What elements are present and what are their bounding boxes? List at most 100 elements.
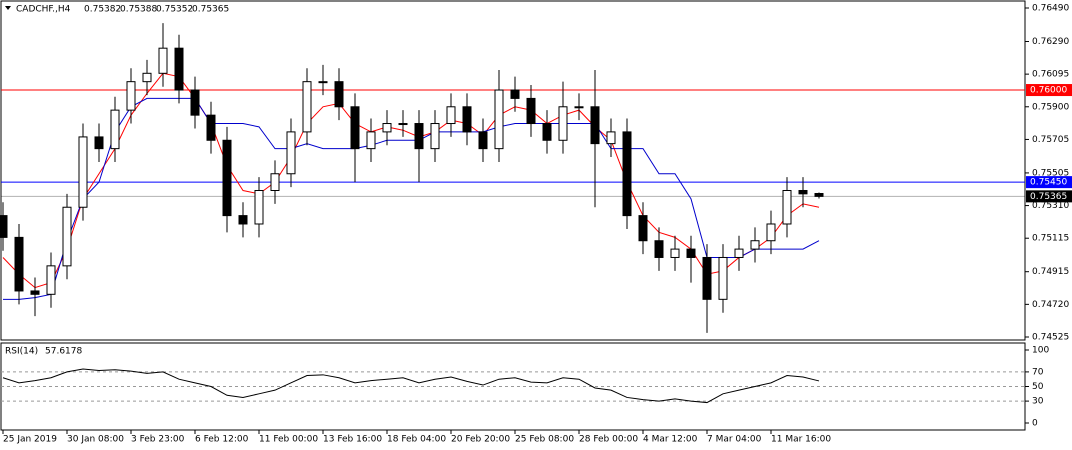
candle-body — [494, 89, 504, 150]
indicator-line — [3, 97, 820, 300]
candle-body — [94, 136, 104, 150]
candle-body — [398, 123, 408, 126]
main-pane — [0, 0, 1026, 341]
candle-body — [334, 81, 344, 108]
x-tick-label: 6 Feb 12:00 — [195, 435, 249, 445]
menu-arrow — [5, 6, 11, 10]
candle-body — [190, 89, 200, 116]
candle-body — [590, 106, 600, 145]
candle-body — [526, 97, 536, 125]
candle-body — [750, 240, 760, 250]
level-label: 0.75365 — [1030, 192, 1067, 202]
candle-body — [46, 265, 56, 295]
x-tick-label: 7 Mar 04:00 — [707, 435, 762, 445]
candle-body — [798, 189, 808, 195]
candle-body — [766, 223, 776, 242]
ohlc-close: 0.75365 — [192, 5, 229, 15]
candle-body — [462, 106, 472, 133]
y-tick-label: 0.75310 — [1032, 201, 1069, 211]
y-tick-label: 0.76490 — [1032, 4, 1069, 14]
x-tick-label: 28 Feb 00:00 — [579, 435, 638, 445]
candle-body — [606, 131, 616, 145]
candle-body — [686, 248, 696, 258]
candle-body — [670, 248, 680, 258]
rsi-tick-label: 0 — [1032, 419, 1038, 429]
level-label: 0.76000 — [1030, 86, 1067, 96]
candle-body — [782, 189, 792, 225]
level-tag — [1026, 176, 1072, 189]
candle-body — [814, 193, 824, 197]
candle-body — [718, 256, 728, 300]
candle-body — [382, 123, 392, 133]
x-tick-label: 13 Feb 16:00 — [323, 435, 382, 445]
candle-body — [478, 131, 488, 150]
candle-body — [542, 123, 552, 141]
symbol: CADCHF.,H4 — [16, 5, 71, 15]
x-tick-label: 25 Feb 08:00 — [515, 435, 574, 445]
candle-body — [158, 47, 168, 74]
y-tick-label: 0.75900 — [1032, 102, 1069, 112]
candle-body — [446, 106, 456, 125]
candle-body — [558, 106, 568, 141]
y-tick-label: 0.74915 — [1032, 267, 1069, 277]
rsi-tick-label: 70 — [1032, 367, 1044, 377]
y-tick-label: 0.76095 — [1032, 70, 1069, 80]
candle-body — [302, 81, 312, 133]
candle-body — [110, 109, 120, 150]
level-tag — [1026, 84, 1072, 97]
rsi-line — [2, 368, 820, 404]
x-tick-label: 11 Mar 16:00 — [771, 435, 831, 445]
candle-body — [238, 215, 248, 225]
candle-body — [142, 72, 152, 83]
rsi-tick-label: 100 — [1032, 346, 1049, 356]
y-tick-label: 0.76290 — [1032, 37, 1069, 47]
x-tick-label: 20 Feb 20:00 — [451, 435, 510, 445]
level-tag — [1026, 190, 1072, 203]
candle-body — [254, 189, 264, 225]
x-tick-label: 18 Feb 04:00 — [387, 435, 446, 445]
x-tick-label: 3 Feb 23:00 — [131, 435, 185, 445]
candle-body — [734, 248, 744, 258]
candle-body — [30, 290, 40, 295]
x-tick-label: 4 Mar 12:00 — [643, 435, 698, 445]
x-tick-label: 11 Feb 00:00 — [259, 435, 318, 445]
level-label: 0.75450 — [1030, 178, 1067, 188]
candle-body — [78, 136, 88, 208]
rsi-tick-label: 50 — [1032, 382, 1044, 392]
candle-body — [574, 106, 584, 109]
y-tick-label: 0.74525 — [1032, 333, 1069, 343]
ohlc-open: 0.75382 — [84, 5, 121, 15]
candle-body — [62, 206, 72, 267]
x-tick-label: 30 Jan 08:00 — [67, 435, 124, 445]
x-tick-label: 25 Jan 2019 — [3, 435, 57, 445]
y-tick-label: 0.74720 — [1032, 300, 1069, 310]
candle-body — [430, 123, 440, 150]
y-tick-label: 0.75705 — [1032, 135, 1069, 145]
rsi-tick-label: 30 — [1032, 397, 1044, 407]
candle-body — [222, 139, 232, 217]
candle-body — [350, 106, 360, 150]
candle-body — [702, 256, 712, 300]
candle-body — [318, 81, 328, 84]
candle-body — [414, 123, 424, 150]
rsi-title: RSI(14) — [5, 347, 38, 357]
y-tick-label: 0.75505 — [1032, 168, 1069, 178]
candle-body — [622, 131, 632, 217]
candle-body — [206, 114, 216, 141]
ohlc-high: 0.75388 — [120, 5, 157, 15]
candle-body — [638, 215, 648, 242]
candle-body — [654, 240, 664, 258]
rsi-value: 57.6178 — [45, 347, 82, 357]
y-tick-label: 0.75115 — [1032, 234, 1069, 244]
candle-body — [366, 131, 376, 150]
candle-body — [174, 47, 184, 91]
candle-body — [510, 89, 520, 99]
candle-body — [0, 215, 8, 238]
candle-body — [270, 173, 280, 191]
candle-body — [286, 131, 296, 175]
ohlc-low: 0.75352 — [156, 5, 193, 15]
candle-body — [14, 236, 24, 292]
indicator-line — [2, 72, 820, 289]
candle-body — [126, 81, 136, 111]
